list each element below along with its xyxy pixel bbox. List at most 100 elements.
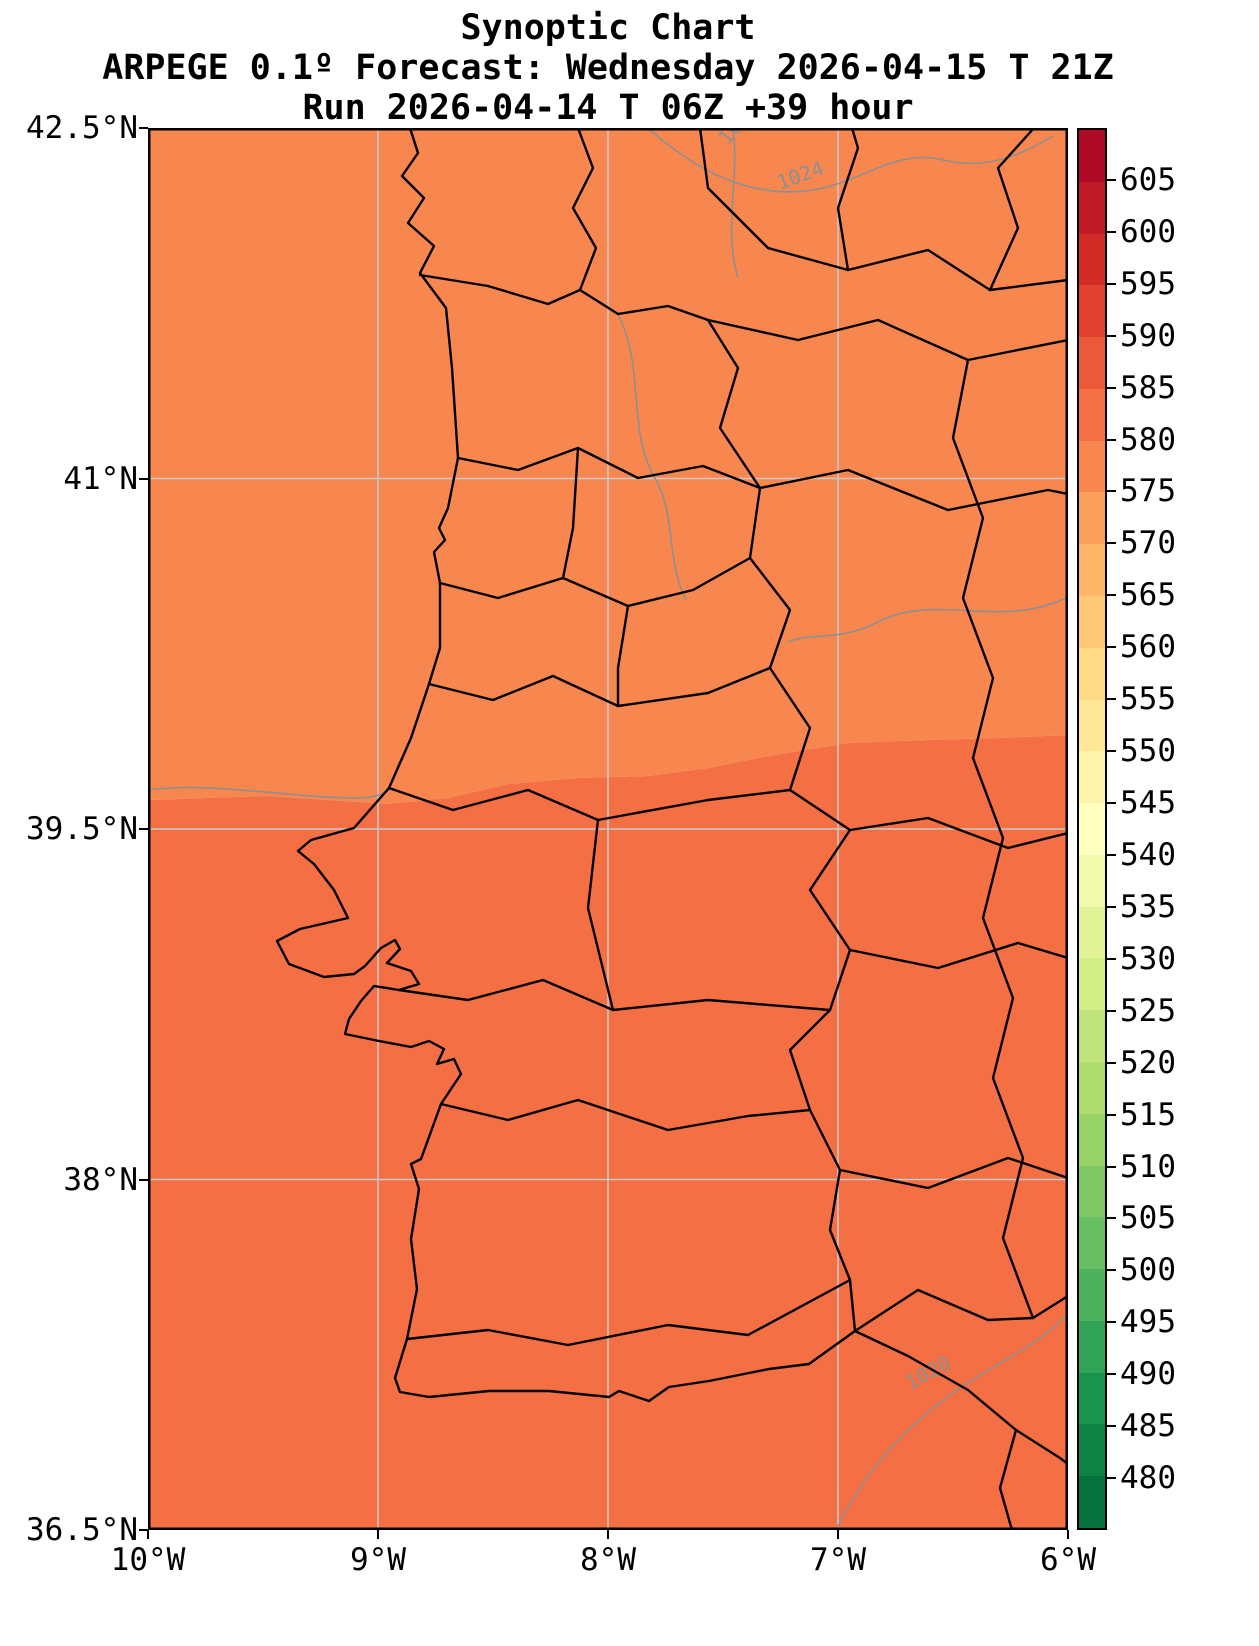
district-boundary — [427, 666, 772, 708]
colorbar-tick-label: 565 — [1120, 577, 1176, 614]
colorbar-segment — [1079, 285, 1105, 339]
colorbar-segments — [1079, 130, 1105, 1528]
y-axis-tick — [139, 127, 148, 129]
colorbar-tick-label: 575 — [1120, 473, 1176, 510]
colorbar-tick — [1107, 698, 1116, 701]
colorbar-tick-label: 495 — [1120, 1304, 1176, 1341]
colorbar-tick-label: 580 — [1120, 421, 1176, 458]
colorbar-segment — [1079, 1476, 1105, 1528]
province-boundary — [853, 1288, 1068, 1333]
colorbar-segment — [1079, 181, 1105, 235]
colorbar-tick — [1107, 334, 1116, 337]
colorbar-tick-label: 595 — [1120, 265, 1176, 302]
x-tick-label: 9°W — [350, 1542, 406, 1578]
colorbar-tick — [1107, 386, 1116, 389]
colorbar-tick — [1107, 1009, 1116, 1012]
y-tick-label: 42.5°N — [26, 110, 138, 146]
y-axis-tick — [139, 1178, 148, 1181]
colorbar-tick — [1107, 1477, 1116, 1480]
colorbar-tick — [1107, 646, 1116, 649]
synoptic-map: 1024 1024 1020 — [148, 128, 1068, 1530]
colorbar-segment — [1079, 1010, 1105, 1064]
colorbar-segment — [1079, 1372, 1105, 1426]
colorbar-segment — [1079, 337, 1105, 391]
colorbar-tick-label: 590 — [1120, 317, 1176, 354]
province-boundary — [998, 1428, 1018, 1530]
x-axis-tick — [147, 1530, 149, 1539]
y-tick-label: 39.5°N — [26, 811, 138, 847]
x-axis-tick — [1067, 1530, 1069, 1539]
colorbar-tick — [1107, 802, 1116, 805]
colorbar-tick — [1107, 957, 1116, 960]
province-boundary — [838, 1156, 1068, 1190]
colorbar-tick — [1107, 1113, 1116, 1116]
colorbar-tick-label: 550 — [1120, 733, 1176, 770]
chart-title: Synoptic Chart — [460, 8, 756, 48]
colorbar-tick — [1107, 1373, 1116, 1376]
colorbar — [1077, 128, 1107, 1530]
colorbar-tick-label: 510 — [1120, 1148, 1176, 1185]
x-tick-label: 8°W — [580, 1542, 636, 1578]
province-boundary — [848, 941, 1068, 970]
y-axis-tick — [139, 1529, 148, 1531]
colorbar-segment — [1079, 906, 1105, 960]
gray-river-line — [787, 597, 1067, 643]
province-boundary — [848, 816, 1068, 850]
colorbar-tick-label: 515 — [1120, 1096, 1176, 1133]
province-boundary — [951, 358, 1035, 1320]
colorbar-tick-label: 490 — [1120, 1356, 1176, 1393]
colorbar-tick — [1107, 282, 1116, 285]
province-boundary — [988, 128, 1036, 292]
colorbar-segment — [1079, 1165, 1105, 1219]
colorbar-tick-label: 505 — [1120, 1200, 1176, 1237]
province-boundary — [758, 468, 1068, 512]
colorbar-segment — [1079, 699, 1105, 753]
province-boundary — [836, 128, 860, 272]
colorbar-segment — [1079, 544, 1105, 598]
y-tick-label: 41°N — [63, 460, 138, 497]
colorbar-tick-label: 535 — [1120, 888, 1176, 925]
colorbar-tick — [1107, 438, 1116, 441]
colorbar-tick — [1107, 490, 1116, 493]
chart-run-info: Run 2026-04-14 T 06Z +39 hour — [302, 88, 914, 128]
colorbar-segment — [1079, 647, 1105, 701]
colorbar-tick — [1107, 1425, 1116, 1428]
colorbar-segment — [1079, 1062, 1105, 1116]
colorbar-tick-label: 480 — [1120, 1460, 1176, 1497]
isobar-line — [148, 786, 393, 799]
colorbar-segment — [1079, 1113, 1105, 1167]
colorbar-tick — [1107, 178, 1116, 181]
colorbar-tick-label: 605 — [1120, 161, 1176, 198]
colorbar-tick — [1107, 905, 1116, 908]
coastline-path — [275, 128, 1068, 1466]
x-axis-tick — [607, 1530, 609, 1539]
colorbar-tick-label: 555 — [1120, 681, 1176, 718]
isobar-line — [835, 1313, 1068, 1530]
coastline-and-boundaries — [275, 128, 1068, 1530]
district-boundary — [397, 978, 832, 1012]
x-tick-label: 6°W — [1040, 1542, 1096, 1578]
colorbar-segment — [1079, 1269, 1105, 1323]
colorbar-tick — [1107, 1165, 1116, 1168]
colorbar-tick — [1107, 750, 1116, 753]
district-boundary — [439, 1098, 812, 1132]
y-axis-tick — [139, 828, 148, 830]
colorbar-tick-label: 525 — [1120, 992, 1176, 1029]
colorbar-tick — [1107, 1321, 1116, 1324]
colorbar-segment — [1079, 751, 1105, 805]
colorbar-segment — [1079, 233, 1105, 287]
colorbar-tick-label: 520 — [1120, 1044, 1176, 1081]
colorbar-segment — [1079, 596, 1105, 650]
x-tick-label: 10°W — [110, 1542, 186, 1578]
district-boundary — [616, 604, 630, 708]
province-boundary — [571, 128, 598, 292]
colorbar-segment — [1079, 1424, 1105, 1478]
y-tick-label: 38°N — [63, 1161, 138, 1198]
isobar-line — [730, 128, 739, 279]
y-axis-tick — [139, 477, 148, 480]
colorbar-tick-label: 540 — [1120, 836, 1176, 873]
x-axis-tick — [837, 1530, 839, 1539]
district-boundary — [405, 1278, 852, 1347]
colorbar-segment — [1079, 492, 1105, 546]
colorbar-segment — [1079, 388, 1105, 443]
